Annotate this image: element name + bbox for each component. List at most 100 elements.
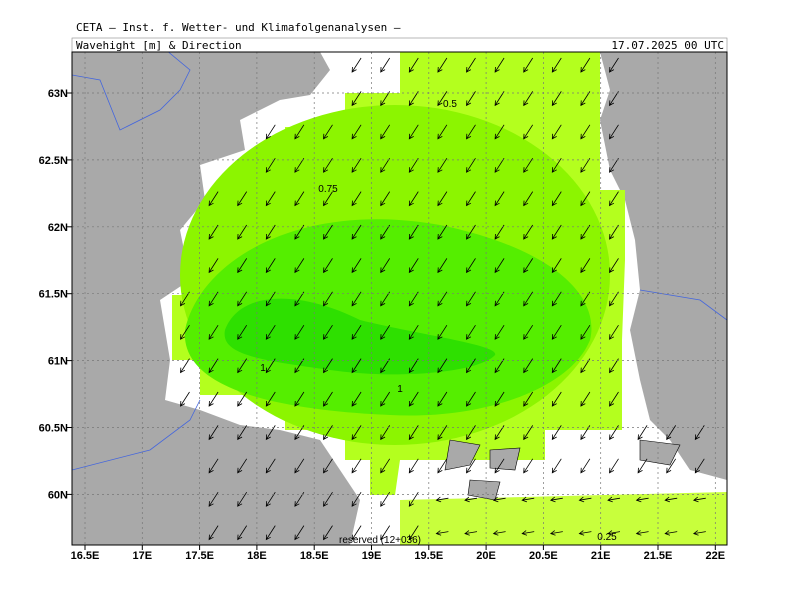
direction-arrow: [294, 157, 305, 173]
direction-arrow: [521, 530, 535, 536]
direction-arrow: [494, 157, 505, 173]
direction-arrow: [351, 191, 362, 207]
direction-arrow: [551, 224, 562, 240]
direction-arrow: [551, 191, 562, 207]
direction-arrow: [551, 458, 562, 474]
y-tick-label: 61.5N: [39, 289, 68, 301]
direction-arrow: [408, 224, 419, 240]
direction-arrow: [408, 525, 419, 541]
direction-arrow: [180, 324, 190, 340]
direction-arrow: [551, 291, 562, 307]
direction-arrow: [466, 291, 476, 307]
direction-arrow: [180, 391, 190, 407]
direction-arrow: [609, 191, 619, 207]
direction-arrow: [551, 425, 562, 441]
direction-arrow: [523, 291, 534, 307]
direction-arrow: [609, 124, 619, 140]
direction-arrow: [265, 525, 276, 541]
direction-arrow: [208, 425, 219, 441]
direction-arrow: [323, 224, 333, 240]
contour-label: 0.5: [443, 99, 457, 110]
direction-arrow: [466, 324, 476, 340]
x-tick-label: 21.5E: [644, 550, 673, 562]
direction-arrow: [265, 324, 276, 340]
direction-arrow: [523, 157, 534, 173]
direction-arrow: [380, 324, 391, 340]
direction-arrow: [408, 57, 419, 73]
direction-arrow: [551, 157, 562, 173]
direction-arrow: [523, 57, 534, 73]
y-tick-label: 60N: [48, 489, 68, 501]
direction-arrow: [408, 258, 419, 274]
direction-arrow: [380, 458, 391, 474]
direction-arrow: [466, 57, 476, 73]
direction-arrow: [208, 224, 219, 240]
direction-arrow: [294, 124, 305, 140]
direction-arrow: [208, 525, 219, 541]
direction-arrow: [492, 496, 506, 503]
x-tick-label: 21E: [591, 550, 611, 562]
direction-arrow: [351, 57, 362, 73]
direction-arrow: [435, 496, 449, 503]
direction-arrow: [609, 91, 619, 107]
x-tick-label: 20.5E: [529, 550, 558, 562]
direction-arrow: [666, 458, 677, 474]
direction-arrow: [408, 458, 419, 474]
direction-arrow: [437, 324, 448, 340]
direction-arrow: [494, 391, 505, 407]
direction-arrow: [492, 530, 506, 536]
direction-arrow: [380, 291, 391, 307]
x-tick-label: 16.5E: [71, 550, 100, 562]
direction-arrow: [237, 525, 248, 541]
direction-arrow: [351, 458, 362, 474]
direction-arrow: [466, 391, 476, 407]
direction-arrow: [692, 530, 706, 536]
direction-arrow: [523, 124, 534, 140]
direction-arrow: [380, 57, 391, 73]
direction-arrow: [408, 324, 419, 340]
direction-arrow: [466, 91, 476, 107]
direction-arrow: [380, 91, 391, 107]
direction-arrow: [408, 91, 419, 107]
direction-arrow: [265, 224, 276, 240]
direction-arrow: [437, 258, 448, 274]
direction-arrow: [494, 258, 505, 274]
direction-arrow: [351, 525, 362, 541]
direction-arrow: [580, 391, 591, 407]
direction-arrow: [609, 157, 619, 173]
direction-arrow: [666, 425, 677, 441]
direction-arrow: [351, 157, 362, 173]
direction-arrow: [323, 191, 333, 207]
direction-arrow: [380, 258, 391, 274]
direction-arrow: [323, 425, 333, 441]
y-tick-label: 61N: [48, 356, 68, 368]
direction-arrow: [551, 91, 562, 107]
x-tick-label: 20E: [476, 550, 496, 562]
contour-label: 0.25: [597, 532, 617, 543]
direction-arrow: [664, 530, 678, 536]
direction-arrow: [580, 458, 591, 474]
direction-arrow: [294, 224, 305, 240]
x-tick-label: 17.5E: [185, 550, 214, 562]
direction-arrow: [635, 496, 649, 503]
direction-arrow: [323, 358, 333, 374]
direction-arrow: [208, 291, 219, 307]
direction-arrow: [494, 124, 505, 140]
direction-arrow: [208, 191, 219, 207]
direction-arrow: [351, 391, 362, 407]
direction-arrow: [323, 258, 333, 274]
direction-arrow: [523, 258, 534, 274]
direction-arrow: [180, 291, 190, 307]
direction-arrow: [408, 291, 419, 307]
direction-arrow: [694, 458, 705, 474]
direction-arrow: [692, 496, 706, 503]
wave-1.25: [224, 298, 496, 375]
direction-arrow: [494, 291, 505, 307]
direction-arrow: [265, 258, 276, 274]
direction-arrow: [435, 530, 449, 536]
direction-arrow: [351, 224, 362, 240]
direction-arrow: [580, 157, 591, 173]
direction-arrow: [437, 358, 448, 374]
direction-arrow: [294, 458, 305, 474]
